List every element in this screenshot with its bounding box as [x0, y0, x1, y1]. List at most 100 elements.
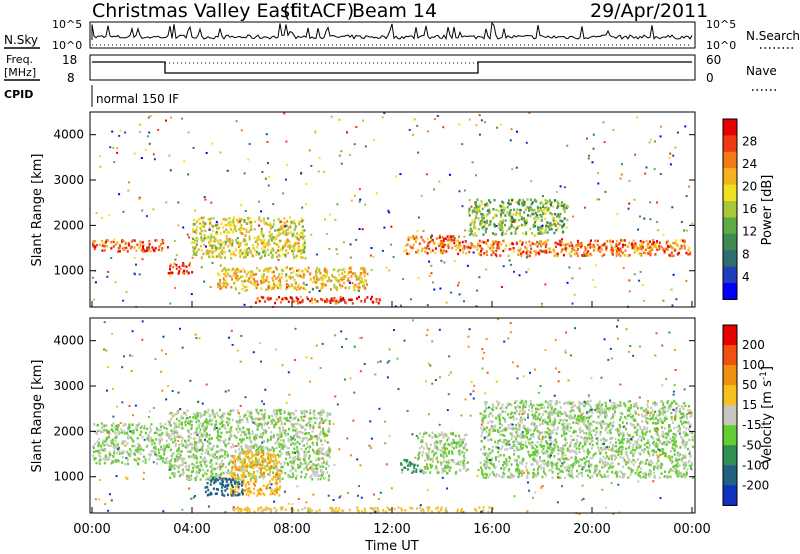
velocity-colorbar-tick: 15: [742, 398, 757, 412]
nave-tick-top: 60: [706, 53, 721, 67]
velocity-echo-band: [417, 431, 469, 475]
nsky-tick-bottom: 10^0: [52, 39, 82, 52]
nsearch-tick-bottom: 10^0: [706, 39, 736, 52]
power-colorbar-tick: 28: [742, 135, 757, 149]
power-range-tick-label: 3000: [53, 173, 84, 187]
mode-title: (fitACF): [283, 0, 354, 22]
power-colorbar-segment: [723, 151, 737, 169]
power-range-tick-label: 4000: [53, 128, 84, 142]
power-heatmap: [92, 112, 694, 308]
time-tick-label: 16:00: [473, 522, 510, 537]
power-colorbar-tick: 12: [742, 225, 757, 239]
velocity-colorbar-tick: -50: [742, 438, 762, 452]
velocity-scatter: [94, 318, 692, 515]
cpid-value: normal 150 IF: [96, 92, 179, 106]
power-echo-band: [92, 239, 169, 253]
power-echo-band: [167, 262, 194, 275]
time-axis: 00:00 04:00 08:00 12:00 16:00 20:00 00:00: [73, 301, 711, 537]
nave-label: Nave: [746, 64, 777, 78]
velocity-colorbar-tick: 100: [742, 358, 765, 372]
time-tick-label: 04:00: [173, 522, 210, 537]
velocity-colorbar-segment: [723, 465, 737, 486]
time-axis-label: Time UT: [364, 539, 418, 554]
velocity-colorbar-tick: 200: [742, 338, 765, 352]
time-tick-label: 08:00: [273, 522, 310, 537]
power-echo-band: [467, 198, 569, 237]
time-tick-label: 20:00: [573, 522, 610, 537]
velocity-echo-band: [479, 399, 694, 480]
time-tick-label: 00:00: [673, 522, 710, 537]
beam-title: Beam 14: [352, 0, 437, 22]
velocity-colorbar-tick: -100: [742, 458, 769, 472]
power-echo-band: [405, 234, 469, 256]
nsky-label: N.Sky: [4, 33, 38, 47]
power-colorbar-segment: [723, 250, 737, 268]
cpid-label: CPID: [4, 88, 33, 101]
freq-tick-bottom: 8: [67, 71, 75, 85]
velocity-colorbar-segment: [723, 325, 737, 346]
power-colorbar-segment: [723, 168, 737, 186]
velocity-echo-band: [229, 450, 282, 497]
time-tick-label: 12:00: [373, 522, 410, 537]
velocity-echo-band: [232, 506, 494, 514]
velocity-ylabel: Slant Range [km]: [30, 360, 45, 473]
power-colorbar-segment: [723, 233, 737, 251]
station-title: Christmas Valley East: [92, 0, 298, 22]
power-colorbar-tick: 24: [742, 157, 757, 171]
velocity-colorbar-tick: -200: [742, 478, 769, 492]
velocity-range-tick-label: 3000: [53, 379, 84, 393]
date-title: 29/Apr/2011: [590, 0, 708, 22]
velocity-range-tick-label: 2000: [53, 424, 84, 438]
power-colorbar-segment: [723, 200, 737, 218]
velocity-range-axis: 4000 3000 2000 1000: [53, 334, 695, 484]
velocity-echo-band: [204, 476, 244, 497]
power-colorbar: 28 24 20 16 12 8 4: [722, 118, 757, 300]
power-colorbar-segment: [723, 184, 737, 202]
power-echo-band: [254, 295, 381, 305]
velocity-echo-band: [400, 458, 419, 474]
freq-strip-frame: [89, 54, 696, 81]
velocity-colorbar-tick: 50: [742, 378, 757, 392]
velocity-colorbar: 200 100 50 15 -15 -50 -100 -200: [722, 324, 769, 506]
velocity-colorbar-segment: [723, 485, 737, 506]
nsearch-label: N.Search: [746, 29, 800, 43]
freq-tick-top: 18: [62, 53, 77, 67]
power-colorbar-segment: [723, 217, 737, 235]
power-colorbar-tick: 4: [742, 270, 750, 284]
freq-label-line1: Freq.: [6, 53, 33, 66]
power-echo-band: [192, 216, 307, 260]
velocity-range-tick-label: 1000: [53, 470, 84, 484]
power-range-tick-label: 2000: [53, 218, 84, 232]
time-tick-label: 00:00: [73, 522, 110, 537]
velocity-colorbar-segment: [723, 425, 737, 446]
power-colorbar-segment: [723, 135, 737, 153]
power-scatter: [92, 112, 694, 308]
power-colorbar-segment: [723, 282, 737, 300]
velocity-colorbar-segment: [723, 345, 737, 366]
velocity-heatmap: [92, 318, 694, 515]
power-ylabel: Slant Range [km]: [30, 154, 45, 267]
velocity-range-tick-label: 4000: [53, 334, 84, 348]
freq-label-line2: [MHz]: [4, 66, 36, 79]
frequency-trace: [92, 61, 692, 74]
nave-tick-bottom: 0: [706, 71, 714, 85]
velocity-echo-band: [167, 408, 332, 482]
noise-strip-frame: [89, 21, 696, 49]
power-colorbar-segment: [723, 266, 737, 284]
velocity-colorbar-segment: [723, 445, 737, 466]
nsky-trace: [91, 21, 693, 41]
velocity-colorbar-segment: [723, 405, 737, 426]
power-colorbar-segment: [723, 119, 737, 136]
velocity-colorbar-segment: [723, 365, 737, 386]
power-range-axis: 4000 3000 2000 1000: [53, 128, 695, 278]
velocity-colorbar-segment: [723, 385, 737, 406]
power-colorbar-tick: 8: [742, 247, 750, 261]
nsearch-tick-top: 10^5: [706, 18, 736, 31]
power-colorbar-label: Power [dB]: [760, 175, 775, 246]
velocity-colorbar-label: Velocity [m s-1]: [759, 366, 775, 464]
power-colorbar-tick: 20: [742, 180, 757, 194]
power-echo-band: [217, 266, 369, 292]
power-range-tick-label: 1000: [53, 264, 84, 278]
power-colorbar-tick: 16: [742, 202, 757, 216]
